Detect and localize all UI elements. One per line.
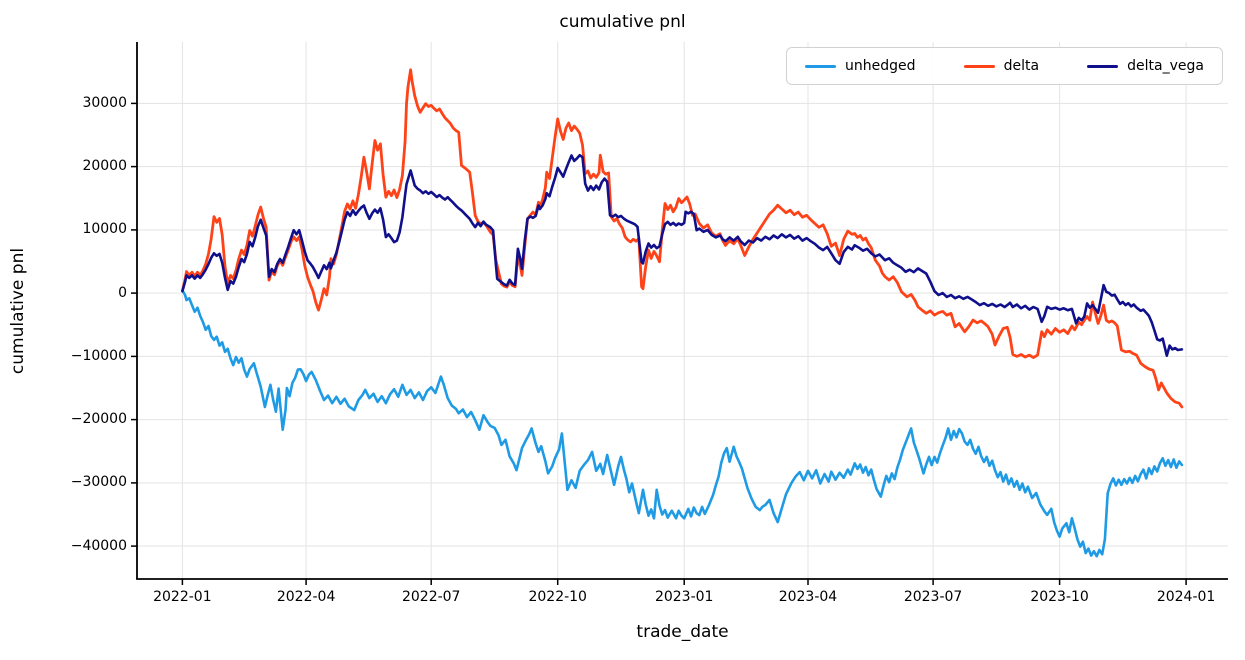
x-tick-label: 2023-07 xyxy=(903,589,963,605)
legend-item-unhedged: unhedged xyxy=(805,58,916,74)
legend-label-delta: delta xyxy=(1003,58,1040,74)
legend-label-unhedged: unhedged xyxy=(845,58,916,74)
y-tick-label: −20000 xyxy=(70,411,127,428)
legend-line-delta-icon xyxy=(963,64,995,68)
legend: unhedged delta delta_vega xyxy=(786,47,1223,85)
x-tick-label: 2022-10 xyxy=(528,589,587,605)
y-tick-label: 10000 xyxy=(82,221,127,238)
x-axis-label: trade_date xyxy=(636,622,729,642)
legend-line-delta-vega-icon xyxy=(1087,64,1119,68)
x-tick-label: 2023-10 xyxy=(1030,589,1089,605)
x-tick-label: 2022-01 xyxy=(153,589,212,605)
x-tick-label: 2024-01 xyxy=(1156,589,1216,605)
x-tick-label: 2022-07 xyxy=(401,589,461,605)
y-tick-label: 0 xyxy=(118,284,127,301)
x-tick-label: 2023-01 xyxy=(654,589,714,605)
y-tick-label: −10000 xyxy=(70,347,127,364)
y-tick-label: −30000 xyxy=(70,474,127,491)
legend-item-delta: delta xyxy=(963,58,1040,74)
legend-label-delta-vega: delta_vega xyxy=(1127,58,1204,74)
legend-item-delta-vega: delta_vega xyxy=(1087,58,1204,74)
y-axis-label: cumulative pnl xyxy=(8,247,28,375)
x-tick-label: 2022-04 xyxy=(276,589,336,605)
y-tick-label: −40000 xyxy=(70,537,127,554)
x-tick-label: 2023-04 xyxy=(778,589,838,605)
legend-line-unhedged-icon xyxy=(805,64,836,68)
y-tick-label: 30000 xyxy=(82,94,127,111)
y-tick-label: 20000 xyxy=(82,158,127,175)
chart-title: cumulative pnl xyxy=(559,12,686,32)
